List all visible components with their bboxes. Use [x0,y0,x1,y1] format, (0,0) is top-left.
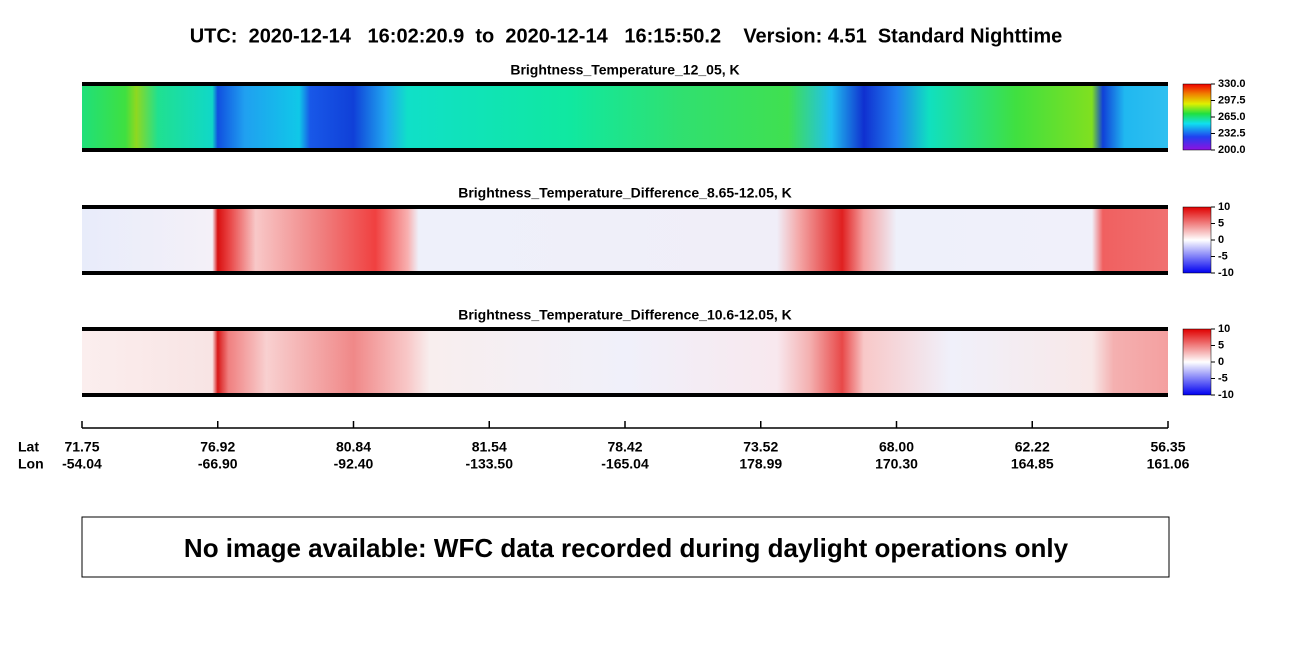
colorbar-tick-label: 265.0 [1218,111,1246,123]
lon-tick-label: -133.50 [466,456,514,472]
colorbar-tick-label: -5 [1218,250,1228,262]
lon-tick-label: -66.90 [198,456,238,472]
colorbar-tick-label: -5 [1218,372,1228,384]
colorbar-tick-label: 5 [1218,339,1224,351]
page-title: UTC: 2020-12-14 16:02:20.9 to 2020-12-14… [190,25,1063,47]
colorbar-tick-label: 232.5 [1218,127,1246,139]
colorbar [1182,206,1212,274]
lat-label: Lat [18,439,39,455]
axis: Lat Lon 71.75-54.04 76.92-66.90 80.84-92.4… [18,421,1190,472]
lon-tick-label: 178.99 [739,456,782,472]
colorbar-tick-label: -10 [1218,389,1234,401]
lon-tick-label: -54.04 [62,456,102,472]
message: No image available: WFC data recorded du… [184,533,1069,563]
lat-tick-label: 73.52 [743,439,778,455]
lat-tick-label: 71.75 [64,439,99,455]
colorbar-tick-label: 5 [1218,217,1224,229]
lat-tick-label: 80.84 [336,439,371,455]
lon-tick-label: -165.04 [601,456,649,472]
image-strip [82,84,1168,150]
lon-label: Lon [18,456,44,472]
message-box [81,516,1170,578]
image-strip [82,207,1168,273]
colorbar [1182,328,1212,396]
panel-title: Brightness_Temperature_Difference_8.65-1… [458,185,792,201]
image-strip [82,329,1168,395]
colorbar-tick-label: 330.0 [1218,78,1246,90]
lat-tick-label: 81.54 [472,439,507,455]
colorbar-tick-label: 0 [1218,234,1224,246]
colorbar [1182,83,1212,151]
panels: Brightness_Temperature_12_05, K 330.0 297.… [82,62,1246,401]
lon-tick-label: -92.40 [334,456,374,472]
panel-title: Brightness_Temperature_Difference_10.6-1… [458,307,792,323]
lon-tick-label: 164.85 [1011,456,1054,472]
lat-tick-label: 62.22 [1015,439,1050,455]
colorbar-tick-label: 10 [1218,323,1230,335]
colorbar-tick-label: -10 [1218,267,1234,279]
panel-title: Brightness_Temperature_12_05, K [510,62,739,78]
colorbar-tick-label: 10 [1218,201,1230,213]
lon-tick-label: 161.06 [1147,456,1190,472]
lon-tick-label: 170.30 [875,456,918,472]
lat-tick-label: 56.35 [1150,439,1185,455]
lat-tick-label: 68.00 [879,439,914,455]
lat-tick-label: 76.92 [200,439,235,455]
colorbar-tick-label: 200.0 [1218,144,1246,156]
lat-tick-label: 78.42 [607,439,642,455]
colorbar-tick-label: 297.5 [1218,94,1246,106]
colorbar-tick-label: 0 [1218,356,1224,368]
